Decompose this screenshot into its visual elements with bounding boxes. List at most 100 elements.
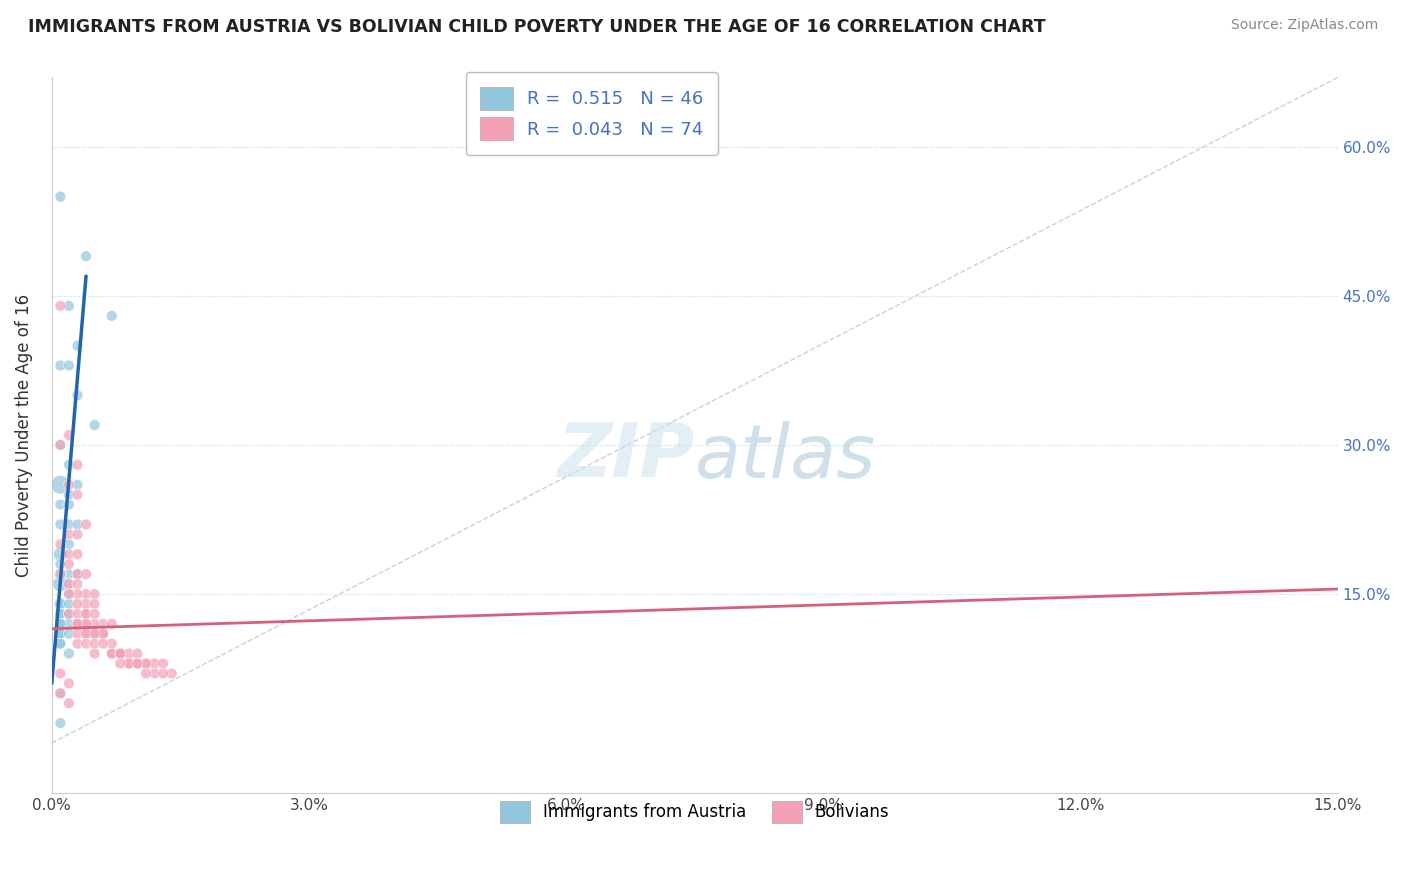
Point	[66, 517, 89, 532]
Point	[49, 716, 72, 731]
Point	[58, 498, 80, 512]
Point	[49, 637, 72, 651]
Text: Source: ZipAtlas.com: Source: ZipAtlas.com	[1230, 18, 1378, 32]
Point	[83, 597, 105, 611]
Point	[110, 657, 132, 671]
Point	[66, 458, 89, 472]
Point	[75, 587, 97, 601]
Point	[58, 676, 80, 690]
Point	[58, 577, 80, 591]
Point	[49, 626, 72, 640]
Point	[58, 647, 80, 661]
Point	[49, 607, 72, 621]
Point	[83, 418, 105, 433]
Point	[58, 547, 80, 561]
Point	[75, 567, 97, 582]
Point	[83, 616, 105, 631]
Point	[110, 647, 132, 661]
Point	[100, 647, 122, 661]
Point	[49, 637, 72, 651]
Point	[49, 498, 72, 512]
Point	[49, 577, 72, 591]
Point	[49, 299, 72, 313]
Point	[135, 657, 157, 671]
Point	[110, 647, 132, 661]
Point	[127, 657, 149, 671]
Point	[49, 438, 72, 452]
Point	[66, 527, 89, 541]
Point	[75, 597, 97, 611]
Point	[118, 657, 141, 671]
Point	[66, 626, 89, 640]
Point	[58, 577, 80, 591]
Point	[58, 488, 80, 502]
Point	[58, 597, 80, 611]
Point	[66, 567, 89, 582]
Point	[152, 666, 174, 681]
Point	[66, 577, 89, 591]
Point	[58, 567, 80, 582]
Point	[75, 626, 97, 640]
Point	[49, 189, 72, 203]
Point	[135, 666, 157, 681]
Point	[75, 607, 97, 621]
Point	[58, 359, 80, 373]
Point	[49, 597, 72, 611]
Point	[58, 299, 80, 313]
Point	[135, 657, 157, 671]
Point	[49, 616, 72, 631]
Point	[49, 517, 72, 532]
Legend: Immigrants from Austria, Bolivians: Immigrants from Austria, Bolivians	[488, 789, 901, 834]
Point	[66, 388, 89, 402]
Point	[58, 428, 80, 442]
Point	[160, 666, 183, 681]
Point	[127, 657, 149, 671]
Point	[83, 587, 105, 601]
Point	[58, 477, 80, 491]
Point	[66, 477, 89, 491]
Point	[58, 607, 80, 621]
Point	[75, 616, 97, 631]
Point	[58, 458, 80, 472]
Point	[58, 587, 80, 601]
Point	[49, 438, 72, 452]
Point	[75, 517, 97, 532]
Point	[58, 557, 80, 571]
Point	[49, 597, 72, 611]
Point	[66, 338, 89, 352]
Point	[49, 686, 72, 700]
Point	[49, 567, 72, 582]
Point	[66, 547, 89, 561]
Point	[58, 696, 80, 710]
Point	[152, 657, 174, 671]
Point	[110, 647, 132, 661]
Point	[58, 616, 80, 631]
Text: ZIP: ZIP	[557, 420, 695, 493]
Point	[91, 616, 114, 631]
Point	[75, 616, 97, 631]
Point	[49, 537, 72, 551]
Point	[83, 647, 105, 661]
Point	[91, 626, 114, 640]
Point	[66, 567, 89, 582]
Point	[75, 607, 97, 621]
Point	[83, 637, 105, 651]
Point	[100, 309, 122, 323]
Y-axis label: Child Poverty Under the Age of 16: Child Poverty Under the Age of 16	[15, 293, 32, 576]
Point	[83, 626, 105, 640]
Point	[49, 616, 72, 631]
Point	[49, 666, 72, 681]
Point	[66, 587, 89, 601]
Point	[91, 637, 114, 651]
Point	[75, 249, 97, 263]
Point	[66, 488, 89, 502]
Point	[66, 597, 89, 611]
Point	[100, 616, 122, 631]
Point	[58, 517, 80, 532]
Point	[58, 587, 80, 601]
Point	[75, 637, 97, 651]
Point	[49, 557, 72, 571]
Point	[143, 666, 166, 681]
Point	[83, 607, 105, 621]
Point	[49, 359, 72, 373]
